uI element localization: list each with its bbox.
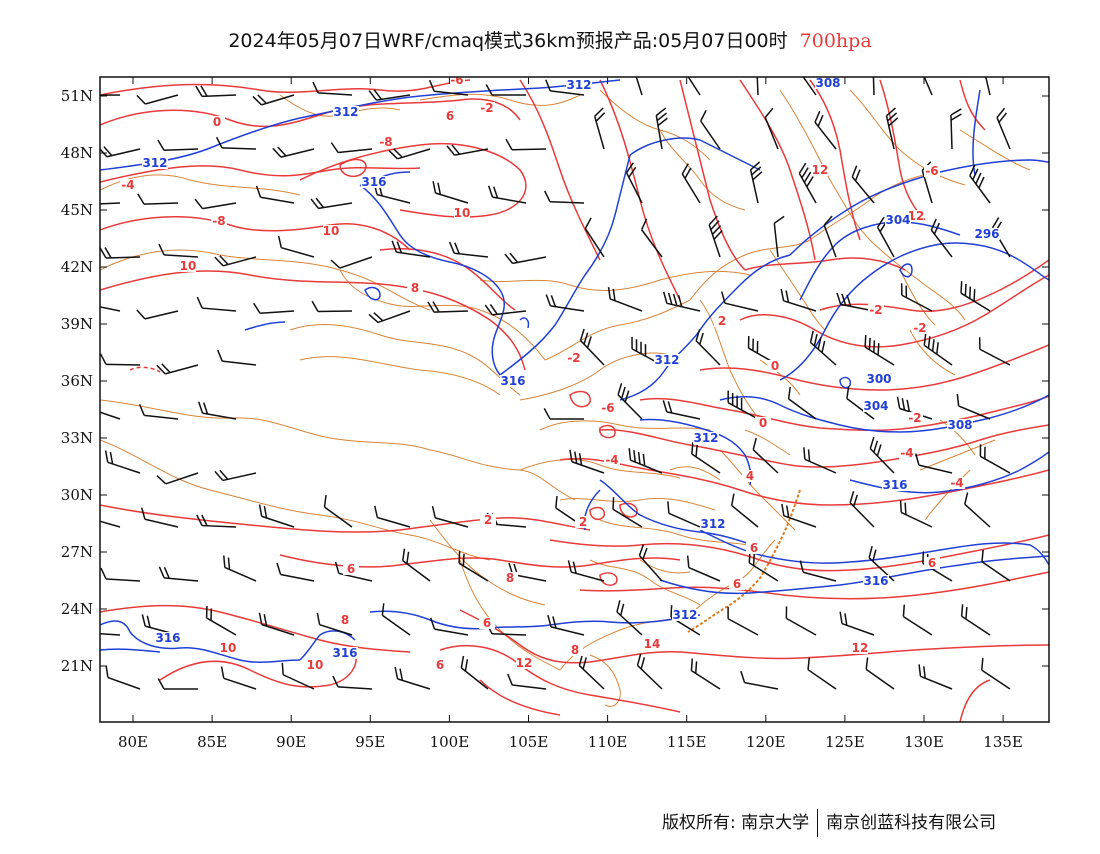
temperature-label: 6: [446, 109, 454, 123]
height-label: 308: [947, 418, 972, 432]
temperature-label: -4: [121, 178, 134, 192]
temperature-label: 2: [718, 314, 726, 328]
temperature-label: -2: [869, 303, 882, 317]
temperature-label: 8: [341, 613, 349, 627]
temperature-label: 6: [483, 616, 491, 630]
temperature-label: 0: [759, 416, 767, 430]
temperature-label: -8: [379, 135, 392, 149]
height-label: 316: [882, 478, 907, 492]
temperature-label: 10: [323, 224, 340, 238]
temperature-label: 6: [750, 541, 758, 555]
height-label: 316: [332, 646, 357, 660]
lon-tick-label: 115E: [667, 733, 707, 751]
lon-tick-label: 125E: [825, 733, 865, 751]
lon-tick-label: 130E: [904, 733, 944, 751]
temperature-label: 10: [454, 206, 471, 220]
temperature-label: -2: [480, 101, 493, 115]
lon-tick-label: 95E: [355, 733, 385, 751]
lat-tick-label: 45N: [61, 201, 93, 219]
copyright-right: 南京创蓝科技有限公司: [826, 813, 996, 833]
height-label: 312: [700, 517, 725, 531]
height-label: 308: [815, 76, 840, 90]
lat-tick-label: 51N: [61, 87, 93, 105]
temperature-label: -2: [567, 351, 580, 365]
height-label: 316: [863, 574, 888, 588]
height-label: 312: [672, 608, 697, 622]
temperature-label: 0: [213, 115, 221, 129]
height-label: 312: [333, 105, 358, 119]
footer-divider: [817, 809, 818, 837]
temperature-label: -8: [212, 214, 225, 228]
temperature-label: 10: [307, 658, 324, 672]
temperature-label: -6: [601, 401, 614, 415]
lat-tick-label: 21N: [61, 657, 93, 675]
lat-tick-label: 42N: [61, 258, 93, 276]
temperature-label: 8: [571, 643, 579, 657]
height-label: 304: [863, 399, 888, 413]
plot-area: [100, 77, 1049, 722]
lon-tick-label: 135E: [983, 733, 1023, 751]
height-label: 312: [566, 78, 591, 92]
height-label: 304: [885, 213, 910, 227]
temperature-label: 14: [644, 637, 661, 651]
temperature-label: -4: [950, 476, 963, 490]
temperature-label: -6: [925, 164, 938, 178]
copyright-footer: 版权所有: 南京大学南京创蓝科技有限公司: [662, 808, 996, 837]
temperature-label: 12: [812, 163, 829, 177]
temperature-label: 2: [484, 513, 492, 527]
temperature-label: -2: [908, 411, 921, 425]
temperature-label: 8: [411, 281, 419, 295]
temperature-label: 2: [579, 515, 587, 529]
lat-tick-label: 36N: [61, 372, 93, 390]
lat-tick-label: 48N: [61, 144, 93, 162]
temperature-label: 6: [928, 556, 936, 570]
temperature-label: 6: [436, 658, 444, 672]
lat-tick-label: 24N: [61, 600, 93, 618]
temperature-label: 10: [180, 259, 197, 273]
temperature-label: 0: [771, 359, 779, 373]
temperature-label: 8: [506, 571, 514, 585]
lat-tick-label: 27N: [61, 543, 93, 561]
temperature-label: 10: [220, 641, 237, 655]
temperature-label: -6: [450, 73, 463, 87]
temperature-label: 6: [347, 562, 355, 576]
lon-tick-label: 80E: [118, 733, 148, 751]
height-label: 316: [155, 631, 180, 645]
height-label: 316: [361, 175, 386, 189]
height-label: 296: [974, 227, 999, 241]
lon-tick-label: 90E: [276, 733, 306, 751]
height-label: 312: [654, 353, 679, 367]
lon-tick-label: 85E: [197, 733, 227, 751]
temperature-label: 12: [516, 656, 533, 670]
temperature-label: -4: [605, 453, 618, 467]
height-label: 312: [142, 156, 167, 170]
lat-tick-label: 33N: [61, 429, 93, 447]
lat-tick-label: 30N: [61, 486, 93, 504]
lat-tick-label: 39N: [61, 315, 93, 333]
temperature-label: -4: [900, 446, 913, 460]
temperature-label: -2: [913, 321, 926, 335]
height-label: 316: [500, 374, 525, 388]
lon-tick-label: 100E: [430, 733, 470, 751]
temperature-label: 12: [852, 641, 869, 655]
lon-tick-label: 110E: [588, 733, 628, 751]
height-label: 312: [693, 431, 718, 445]
lon-tick-label: 105E: [509, 733, 549, 751]
lon-tick-label: 120E: [746, 733, 786, 751]
temperature-label: 6: [733, 577, 741, 591]
height-label: 300: [866, 372, 891, 386]
copyright-left: 版权所有: 南京大学: [662, 813, 809, 833]
temperature-label: 4: [746, 469, 754, 483]
